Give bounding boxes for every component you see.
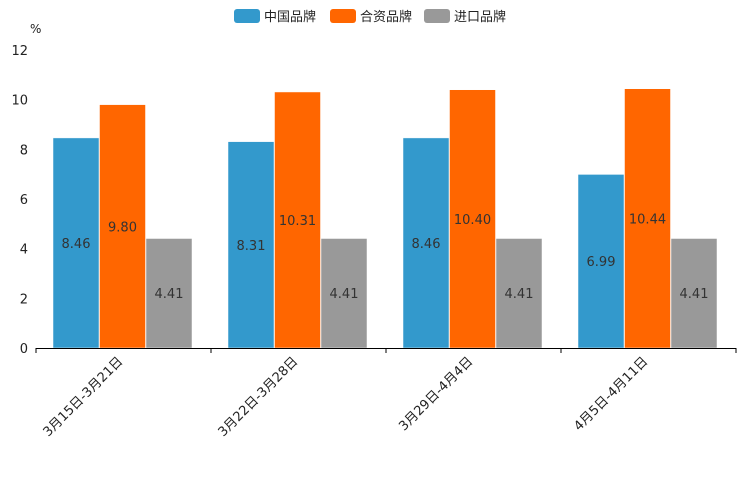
value-label-3-2: 4.41 xyxy=(330,287,359,302)
value-label-2-2: 10.31 xyxy=(279,214,316,229)
x-tick-label-4: 4月5日-4月11日 xyxy=(571,354,651,434)
y-tick-label-0: 0 xyxy=(20,342,28,357)
bar-joint-1 xyxy=(99,104,146,349)
x-tick-label-1: 3月15日-3月21日 xyxy=(41,354,127,440)
value-label-2-1: 9.80 xyxy=(108,220,137,235)
legend-item-1[interactable]: 中国品牌 xyxy=(234,9,316,25)
bar-china-2 xyxy=(227,141,275,349)
legend-item-3[interactable]: 进口品牌 xyxy=(424,9,506,25)
legend-swatch-2 xyxy=(330,9,356,23)
value-label-3-4: 4.41 xyxy=(680,287,709,302)
legend-label-3: 进口品牌 xyxy=(454,9,506,25)
bar-joint-2 xyxy=(274,91,321,349)
value-label-1-1: 8.46 xyxy=(62,237,91,252)
y-axis-unit-label: % xyxy=(30,22,41,36)
value-label-3-3: 4.41 xyxy=(505,287,534,302)
y-tick-label-10: 10 xyxy=(11,94,28,109)
legend-label-2: 合资品牌 xyxy=(360,9,412,25)
y-tick-label-8: 8 xyxy=(20,143,28,158)
value-label-1-2: 8.31 xyxy=(237,239,266,254)
legend-swatch-3 xyxy=(424,9,450,23)
y-tick-label-12: 12 xyxy=(11,44,28,59)
legend-label-1: 中国品牌 xyxy=(264,9,316,25)
legend-item-2[interactable]: 合资品牌 xyxy=(330,9,412,25)
y-tick-label-6: 6 xyxy=(20,193,28,208)
bar-joint-3 xyxy=(449,89,496,349)
value-label-2-3: 10.40 xyxy=(454,213,491,228)
y-tick-label-2: 2 xyxy=(20,292,28,307)
x-axis: 3月15日-3月21日 3月22日-3月28日 3月29日-4月4日 4月5日-4月1… xyxy=(35,348,737,440)
bar-import-2 xyxy=(320,238,368,349)
y-tick-label-4: 4 xyxy=(20,243,28,258)
value-label-1-3: 8.46 xyxy=(412,237,441,252)
bar-import-1 xyxy=(145,238,193,349)
x-tick-label-3: 3月29日-4月4日 xyxy=(396,354,476,434)
bar-china-4 xyxy=(577,174,625,349)
legend-swatch-1 xyxy=(234,9,260,23)
x-tick-label-2: 3月22日-3月28日 xyxy=(216,354,302,440)
y-axis: 0 2 4 6 8 10 12 xyxy=(11,44,28,357)
bar-china-3 xyxy=(402,137,450,349)
value-label-1-4: 6.99 xyxy=(587,255,616,270)
bar-import-4 xyxy=(670,238,718,349)
bar-china-1 xyxy=(52,137,100,349)
legend: 中国品牌 合资品牌 进口品牌 xyxy=(234,9,506,25)
bars: 8.46 9.80 4.41 8.31 10.31 4.41 8.46 10.40 4.41 6.… xyxy=(52,88,718,349)
value-label-2-4: 10.44 xyxy=(629,212,666,227)
bar-joint-4 xyxy=(624,88,671,349)
value-label-3-1: 4.41 xyxy=(155,287,184,302)
